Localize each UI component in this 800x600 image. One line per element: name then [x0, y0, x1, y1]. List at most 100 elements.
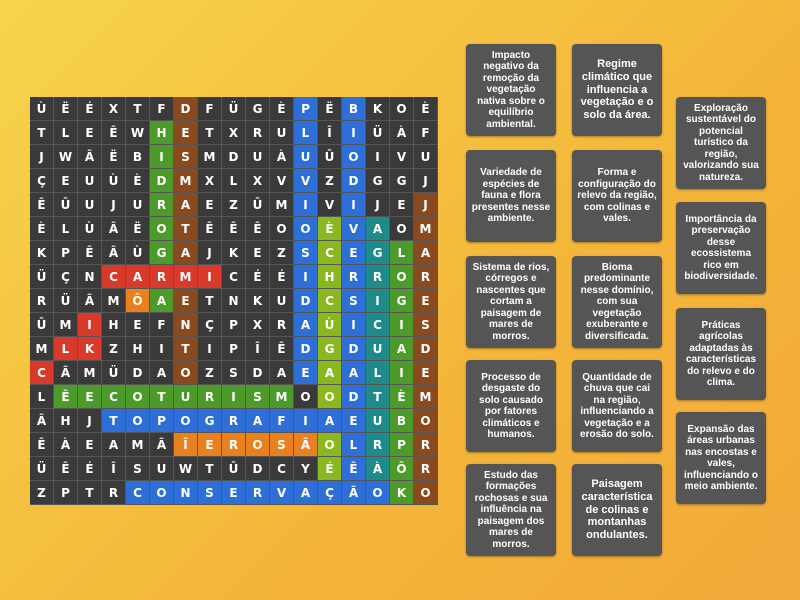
clue-card[interactable]: Estudo das formações rochosas e sua infl… — [466, 464, 556, 556]
clue-card[interactable]: Paisagem característica de colinas e mon… — [572, 464, 662, 556]
grid-cell[interactable]: E — [342, 409, 366, 433]
grid-cell[interactable]: Ç — [54, 265, 78, 289]
grid-cell[interactable]: H — [318, 265, 342, 289]
grid-cell[interactable]: T — [174, 337, 198, 361]
grid-cell[interactable]: D — [174, 97, 198, 121]
grid-cell[interactable]: O — [318, 385, 342, 409]
grid-cell[interactable]: O — [270, 217, 294, 241]
grid-cell[interactable]: Ü — [54, 289, 78, 313]
grid-cell[interactable]: È — [270, 97, 294, 121]
grid-cell[interactable]: U — [78, 193, 102, 217]
grid-cell[interactable]: L — [366, 361, 390, 385]
grid-cell[interactable]: M — [54, 313, 78, 337]
grid-cell[interactable]: Z — [222, 193, 246, 217]
grid-cell[interactable]: Ê — [54, 385, 78, 409]
grid-cell[interactable]: C — [270, 457, 294, 481]
grid-cell[interactable]: W — [174, 457, 198, 481]
grid-cell[interactable]: H — [126, 337, 150, 361]
grid-cell[interactable]: L — [54, 217, 78, 241]
grid-cell[interactable]: U — [414, 145, 438, 169]
grid-cell[interactable]: O — [342, 145, 366, 169]
grid-cell[interactable]: W — [126, 121, 150, 145]
grid-cell[interactable]: L — [54, 121, 78, 145]
grid-cell[interactable]: G — [366, 169, 390, 193]
grid-cell[interactable]: È — [126, 169, 150, 193]
grid-cell[interactable]: D — [126, 361, 150, 385]
grid-cell[interactable]: B — [126, 145, 150, 169]
grid-cell[interactable]: Ç — [30, 169, 54, 193]
grid-cell[interactable]: R — [102, 481, 126, 505]
grid-cell[interactable]: D — [150, 169, 174, 193]
grid-cell[interactable]: Ê — [54, 457, 78, 481]
grid-cell[interactable]: Û — [30, 313, 54, 337]
grid-cell[interactable]: O — [390, 97, 414, 121]
grid-cell[interactable]: G — [366, 241, 390, 265]
grid-cell[interactable]: D — [294, 289, 318, 313]
grid-cell[interactable]: È — [414, 97, 438, 121]
grid-cell[interactable]: U — [270, 289, 294, 313]
grid-cell[interactable]: F — [414, 121, 438, 145]
grid-cell[interactable]: Ê — [30, 433, 54, 457]
grid-cell[interactable]: C — [126, 481, 150, 505]
grid-cell[interactable]: Ê — [222, 217, 246, 241]
grid-cell[interactable]: É — [78, 457, 102, 481]
grid-cell[interactable]: F — [150, 97, 174, 121]
grid-cell[interactable]: A — [150, 361, 174, 385]
grid-cell[interactable]: D — [342, 169, 366, 193]
grid-cell[interactable]: Ê — [246, 217, 270, 241]
grid-cell[interactable]: À — [390, 121, 414, 145]
grid-cell[interactable]: P — [54, 481, 78, 505]
grid-cell[interactable]: É — [318, 457, 342, 481]
grid-cell[interactable]: F — [270, 409, 294, 433]
grid-cell[interactable]: I — [342, 313, 366, 337]
grid-cell[interactable]: É — [78, 97, 102, 121]
clue-card[interactable]: Impacto negativo da remoção da vegetação… — [466, 44, 556, 136]
grid-cell[interactable]: S — [126, 457, 150, 481]
grid-cell[interactable]: È — [318, 217, 342, 241]
grid-cell[interactable]: K — [78, 337, 102, 361]
grid-cell[interactable]: N — [174, 481, 198, 505]
grid-cell[interactable]: I — [150, 337, 174, 361]
grid-cell[interactable]: E — [174, 121, 198, 145]
grid-cell[interactable]: J — [78, 409, 102, 433]
grid-cell[interactable]: M — [414, 217, 438, 241]
grid-cell[interactable]: Ô — [126, 289, 150, 313]
grid-cell[interactable]: I — [198, 265, 222, 289]
grid-cell[interactable]: U — [126, 193, 150, 217]
grid-cell[interactable]: Ã — [342, 481, 366, 505]
grid-cell[interactable]: D — [246, 457, 270, 481]
grid-cell[interactable]: Ë — [102, 145, 126, 169]
grid-cell[interactable]: C — [30, 361, 54, 385]
grid-cell[interactable]: R — [150, 193, 174, 217]
grid-cell[interactable]: I — [342, 193, 366, 217]
grid-cell[interactable]: E — [78, 385, 102, 409]
grid-cell[interactable]: A — [174, 193, 198, 217]
grid-cell[interactable]: G — [390, 289, 414, 313]
grid-cell[interactable]: R — [414, 457, 438, 481]
grid-cell[interactable]: Z — [198, 361, 222, 385]
clue-card[interactable]: Variedade de espécies de fauna e flora p… — [466, 150, 556, 242]
grid-cell[interactable]: R — [342, 265, 366, 289]
grid-cell[interactable]: L — [222, 169, 246, 193]
grid-cell[interactable]: R — [270, 313, 294, 337]
grid-cell[interactable]: À — [270, 145, 294, 169]
grid-cell[interactable]: Z — [270, 241, 294, 265]
grid-cell[interactable]: C — [102, 385, 126, 409]
grid-cell[interactable]: I — [198, 337, 222, 361]
grid-cell[interactable]: C — [318, 241, 342, 265]
grid-cell[interactable]: I — [342, 121, 366, 145]
grid-cell[interactable]: K — [222, 241, 246, 265]
grid-cell[interactable]: T — [126, 97, 150, 121]
grid-cell[interactable]: R — [246, 481, 270, 505]
grid-cell[interactable]: A — [270, 361, 294, 385]
grid-cell[interactable]: R — [366, 433, 390, 457]
grid-cell[interactable]: P — [390, 433, 414, 457]
grid-cell[interactable]: Ü — [366, 121, 390, 145]
grid-cell[interactable]: E — [342, 241, 366, 265]
grid-cell[interactable]: L — [54, 337, 78, 361]
grid-cell[interactable]: M — [126, 433, 150, 457]
grid-cell[interactable]: Ü — [102, 361, 126, 385]
grid-cell[interactable]: J — [198, 241, 222, 265]
grid-cell[interactable]: G — [318, 337, 342, 361]
grid-cell[interactable]: M — [102, 289, 126, 313]
